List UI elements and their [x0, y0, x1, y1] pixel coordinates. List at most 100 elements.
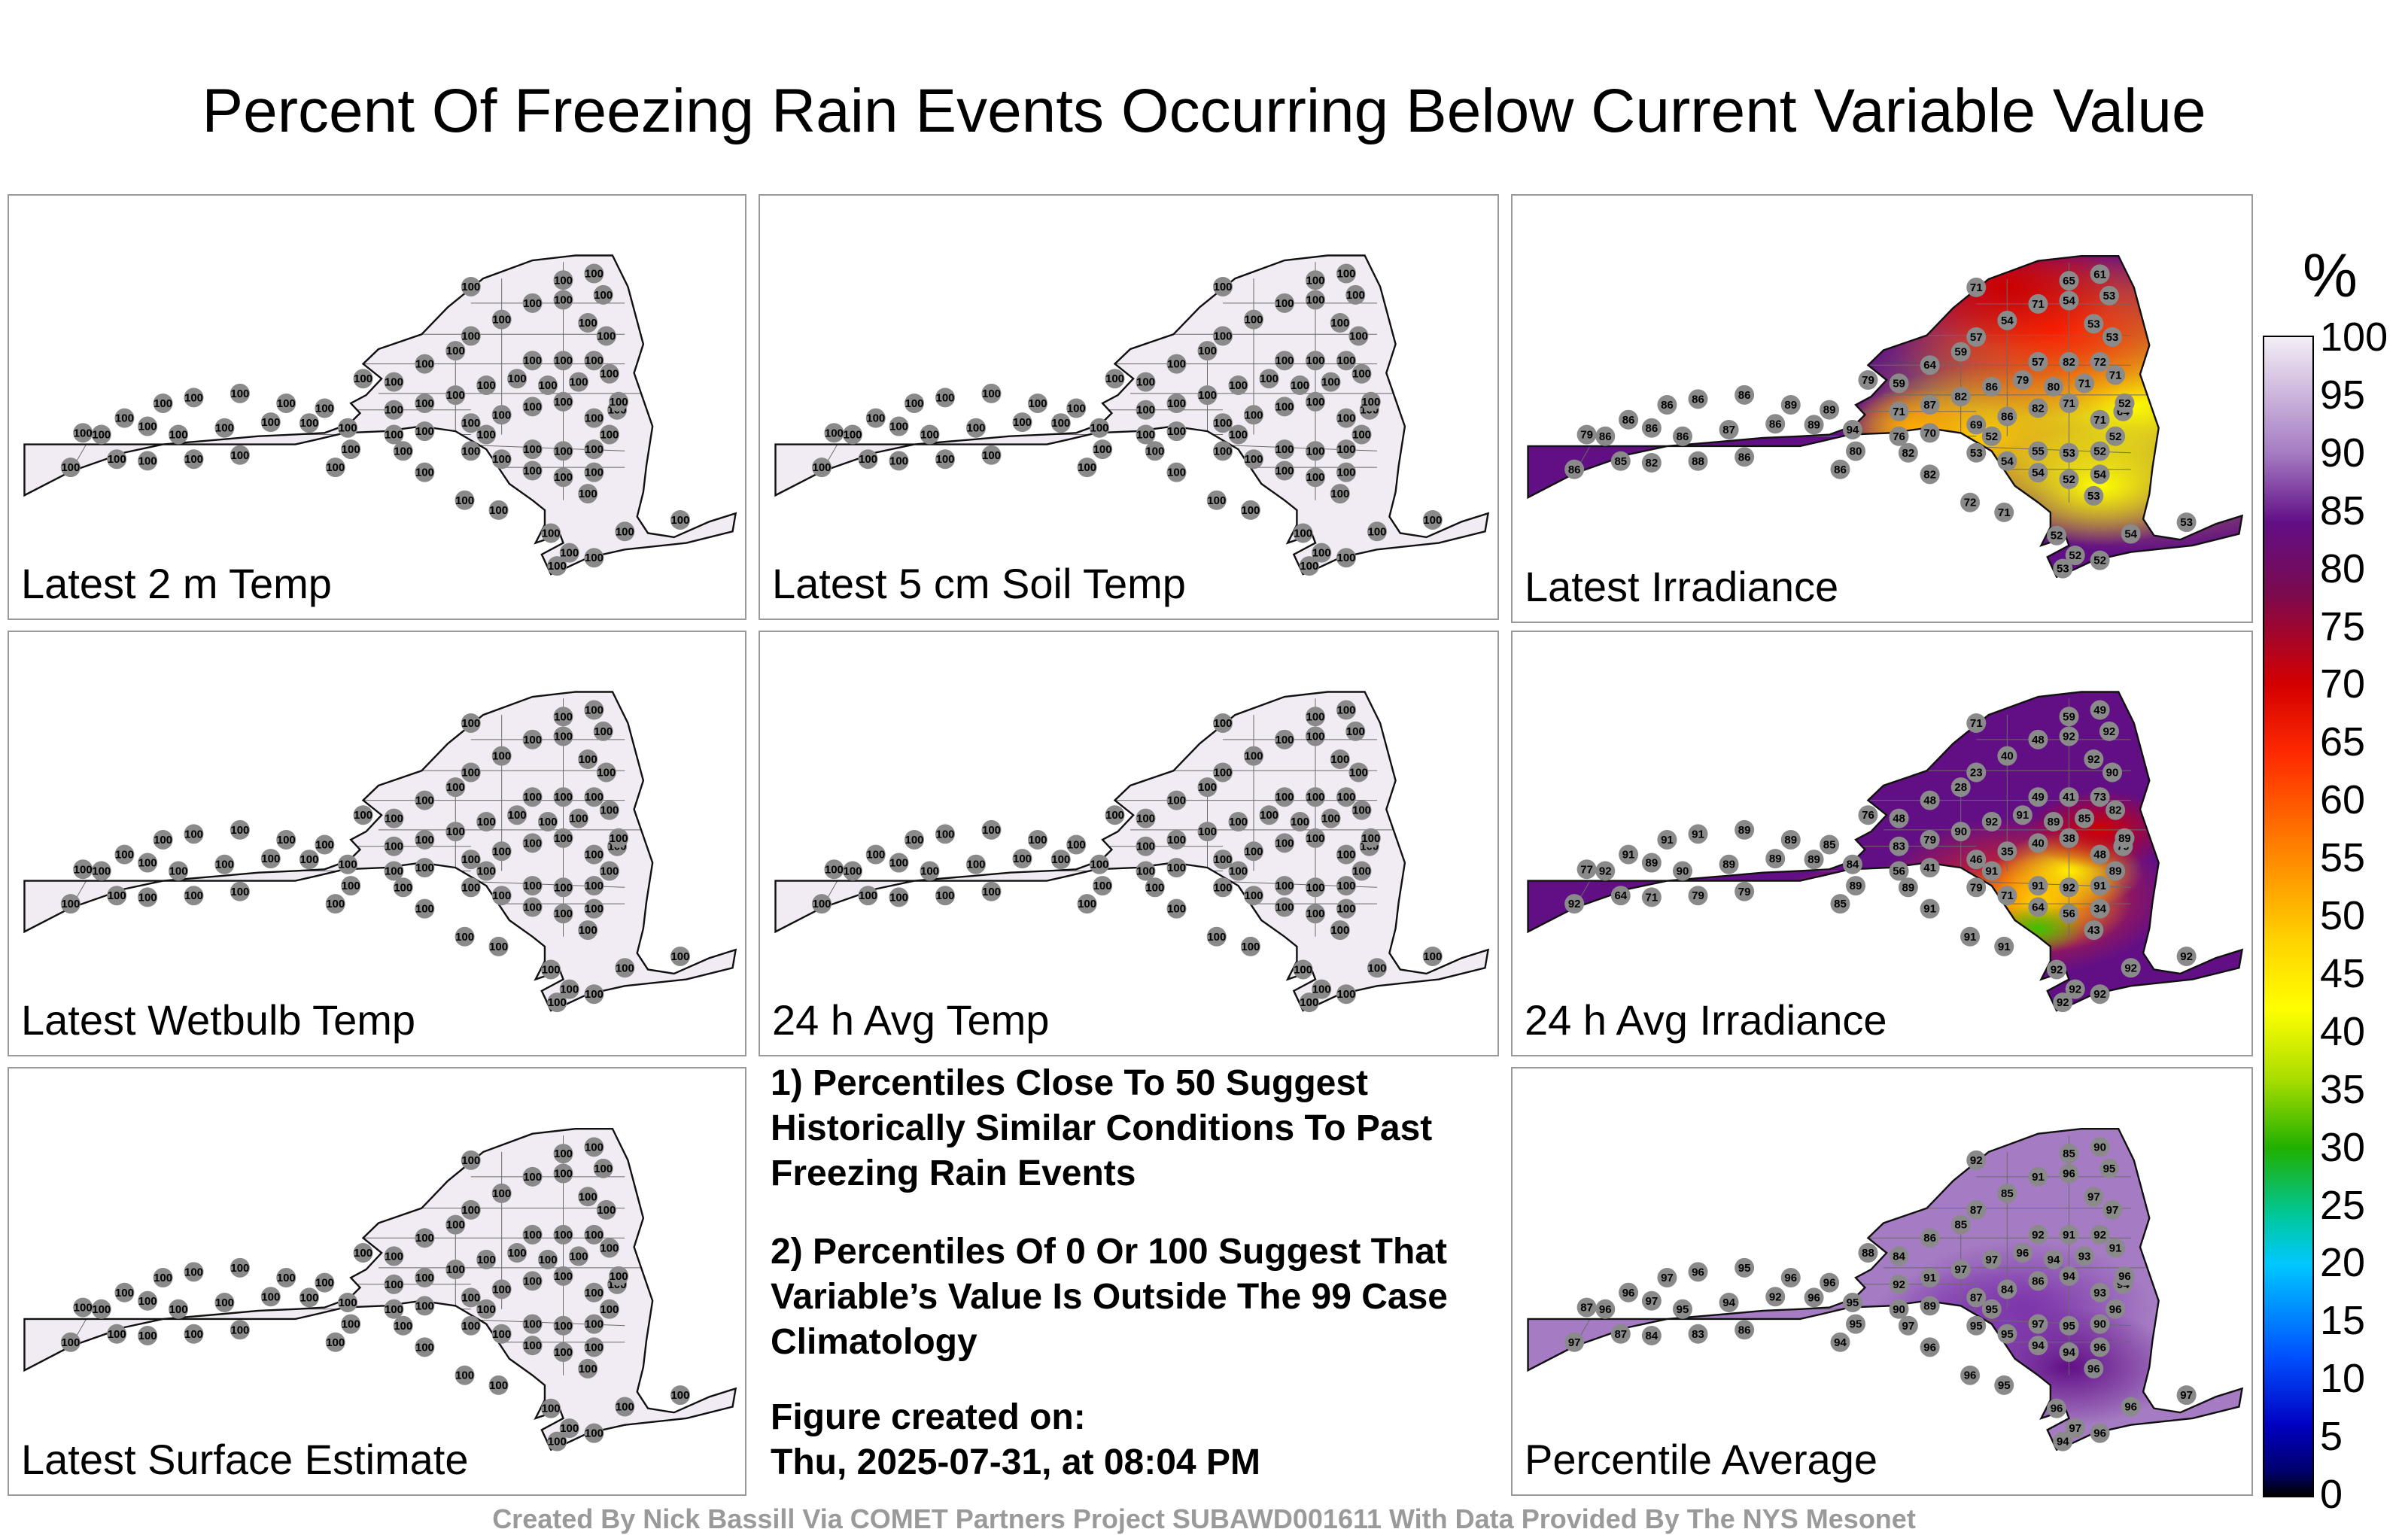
station-value: 100 [579, 924, 597, 937]
station-marker [1166, 421, 1187, 442]
station-value: 84 [1646, 1330, 1659, 1342]
station-value: 100 [1306, 396, 1324, 409]
station-value: 86 [1923, 1232, 1936, 1245]
station-value: 100 [385, 428, 403, 441]
station-marker [1213, 850, 1233, 870]
station-value: 59 [2063, 710, 2075, 723]
station-value: 100 [230, 449, 249, 462]
station-value: 100 [154, 1272, 172, 1284]
panel-latest-irradiance: 86 86 86 86 86 86 89 89 86 86 87 86 89 94 79 85 82 88 86 79… [1511, 194, 2253, 623]
station-marker [1336, 787, 1356, 807]
panel-label: Latest Surface Estimate [21, 1436, 469, 1483]
station-marker [461, 762, 481, 783]
station-value: 76 [1893, 430, 1905, 443]
station-marker [615, 521, 635, 542]
station-marker [889, 416, 909, 436]
station-value: 100 [935, 889, 954, 902]
station-marker [1093, 876, 1113, 896]
station-value: 79 [1923, 834, 1936, 847]
station-marker [1981, 426, 2002, 446]
station-marker [1564, 894, 1585, 914]
station-value: 100 [1336, 791, 1355, 804]
station-marker [415, 1268, 435, 1288]
station-marker [2028, 351, 2048, 372]
state-outline [23, 1127, 737, 1451]
station-marker [2059, 1163, 2079, 1184]
station-value: 100 [230, 1262, 249, 1275]
station-value: 79 [1738, 886, 1751, 898]
station-marker [1213, 441, 1233, 461]
station-marker [1213, 762, 1233, 783]
station-marker [1966, 713, 1987, 733]
station-marker [1719, 854, 1739, 874]
station-marker [1595, 861, 1616, 881]
station-marker [670, 946, 690, 966]
station-value: 100 [585, 903, 604, 916]
station-marker [1275, 397, 1294, 417]
station-value: 55 [2032, 445, 2045, 458]
station-value: 86 [1646, 422, 1659, 435]
station-value: 100 [1306, 730, 1324, 743]
station-value: 72 [1964, 497, 1977, 509]
station-marker [341, 876, 361, 896]
station-value: 91 [1923, 903, 1936, 916]
station-value: 100 [277, 1272, 296, 1284]
station-marker [1290, 375, 1310, 395]
station-value: 85 [1954, 1219, 1967, 1232]
station-marker [1997, 406, 2017, 427]
station-value: 23 [1970, 766, 1983, 779]
station-marker [1213, 326, 1233, 346]
nys-map: 100 100 100 100 100 100 100 100 100 100 100 100 100 1… [23, 691, 737, 1013]
station-marker [2065, 979, 2085, 999]
station-value: 100 [1275, 901, 1294, 914]
station-marker [578, 749, 598, 770]
station-value: 100 [554, 396, 573, 409]
station-marker [812, 457, 832, 478]
station-value: 90 [1677, 865, 1689, 877]
station-value: 100 [1229, 865, 1248, 877]
station-marker [1228, 424, 1248, 445]
station-value: 100 [477, 379, 496, 392]
station-marker [1336, 462, 1356, 482]
station-value: 100 [169, 428, 188, 441]
station-marker [445, 341, 466, 361]
station-value: 100 [585, 1318, 604, 1331]
station-marker [2028, 1166, 2048, 1187]
station-marker [2053, 558, 2073, 579]
station-marker [1830, 894, 1850, 914]
station-marker [1997, 310, 2017, 330]
station-marker [338, 1292, 358, 1312]
station-value: 89 [1808, 418, 1820, 431]
station-value: 43 [2087, 924, 2100, 937]
station-marker [1206, 926, 1227, 947]
station-value: 89 [1902, 881, 1915, 894]
station-marker [1997, 746, 2017, 766]
station-value: 100 [585, 791, 604, 804]
station-value: 86 [1568, 464, 1581, 476]
station-value: 100 [1294, 963, 1312, 976]
station-marker [1981, 1299, 2002, 1319]
station-marker [60, 894, 81, 914]
station-marker [415, 829, 435, 850]
station-marker [491, 1279, 512, 1299]
station-value: 61 [2093, 268, 2106, 281]
station-marker [1206, 490, 1227, 510]
station-value: 100 [1260, 372, 1278, 385]
station-marker [1259, 805, 1279, 825]
station-value: 100 [138, 891, 157, 904]
station-value: 96 [2017, 1247, 2029, 1260]
station-marker [1345, 721, 1366, 741]
station-marker [393, 441, 413, 461]
station-marker [522, 460, 543, 481]
station-value: 100 [585, 412, 604, 425]
station-value: 100 [1244, 845, 1263, 858]
station-value: 85 [2001, 1187, 2014, 1200]
station-value: 100 [385, 1250, 403, 1263]
station-value: 80 [2048, 381, 2060, 394]
station-marker [415, 790, 435, 810]
station-marker [488, 936, 509, 956]
station-value: 41 [2063, 791, 2075, 804]
station-value: 89 [1784, 834, 1797, 847]
station-value: 89 [2109, 865, 2122, 877]
